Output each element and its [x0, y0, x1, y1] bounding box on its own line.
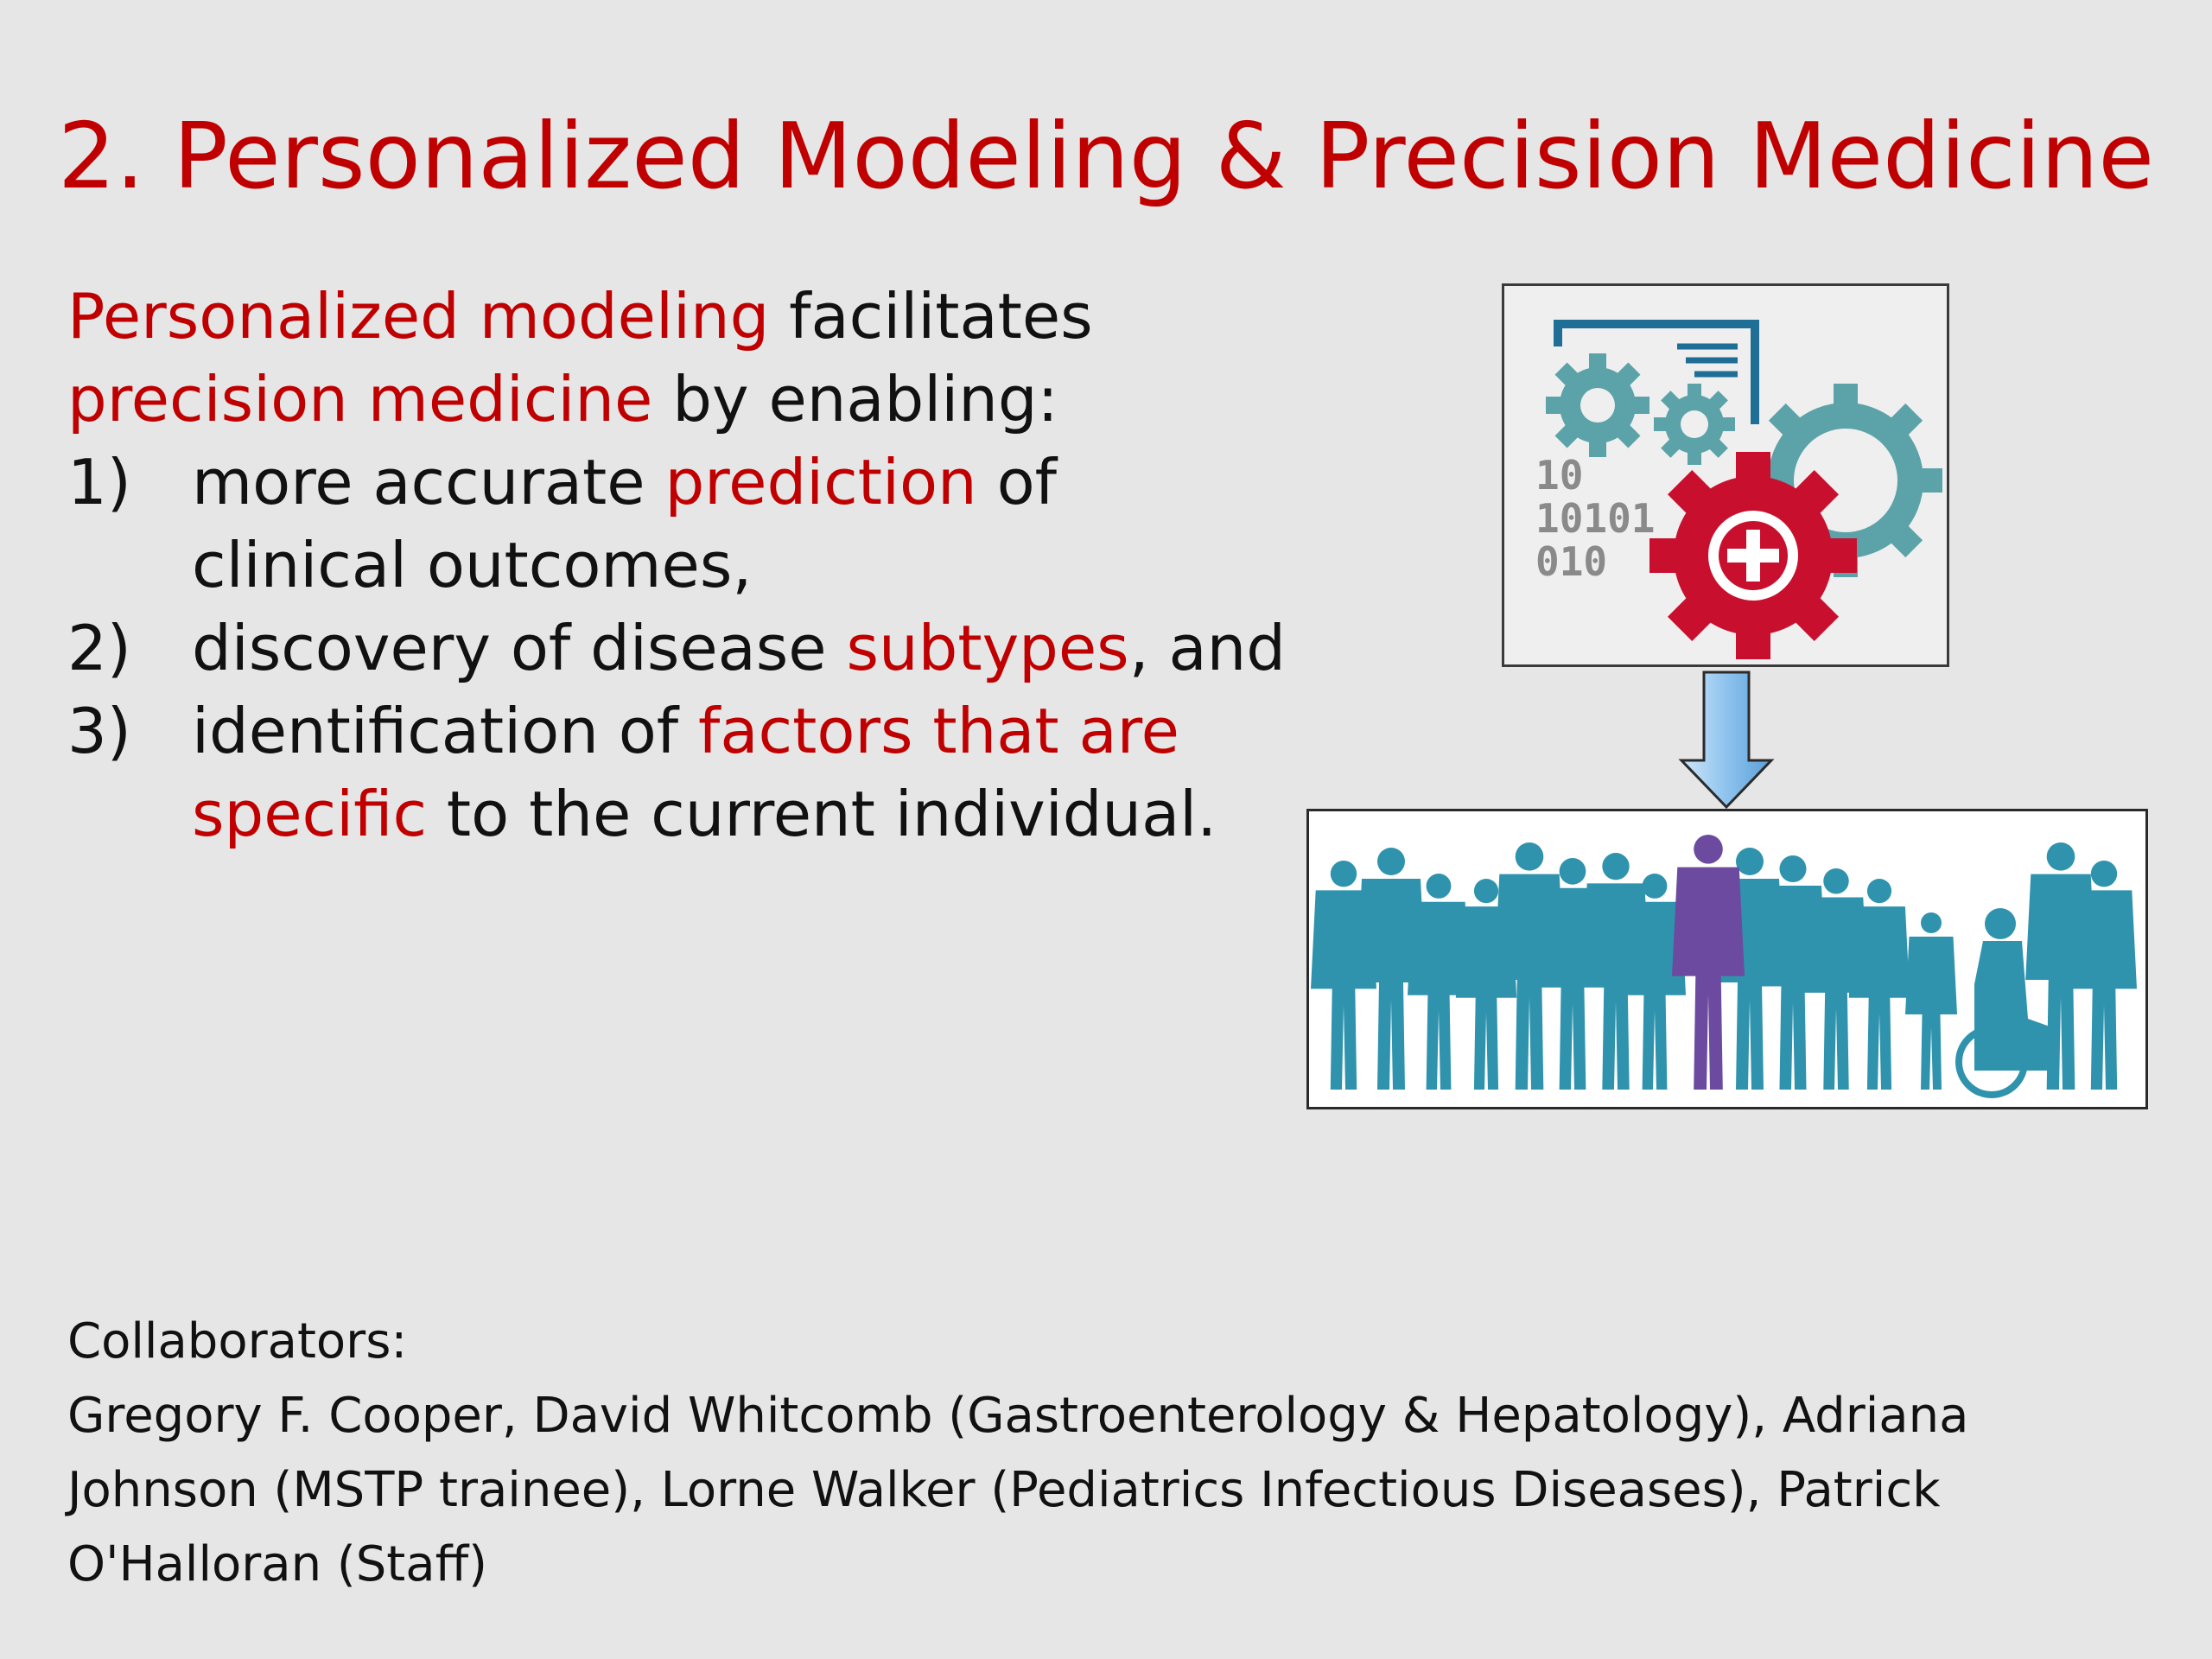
crowd-person: [1848, 879, 1910, 1090]
crowd-person: [1408, 874, 1470, 1090]
collaborators: Collaborators: Gregory F. Cooper, David …: [67, 1305, 2141, 1602]
crowd-person: [2071, 861, 2137, 1090]
wheelchair-person: [1955, 908, 2052, 1098]
crowd-person: [1357, 848, 1426, 1090]
list-item-2: 2) discovery of disease subtypes, and: [67, 607, 1312, 690]
list-highlight: prediction: [664, 446, 977, 518]
intro-highlight-2: precision medicine: [67, 363, 653, 435]
collaborators-label: Collaborators:: [67, 1313, 408, 1370]
list-text: to the current individual.: [427, 778, 1217, 850]
binary-line-1: 10: [1535, 452, 1583, 499]
down-arrow-icon: [1678, 671, 1775, 810]
collaborators-line-2: Johnson (MSTP trainee), Lorne Walker (Pe…: [67, 1462, 1941, 1518]
collaborators-line-1: Gregory F. Cooper, David Whitcomb (Gastr…: [67, 1388, 1969, 1444]
crowd-person: [1905, 912, 1957, 1090]
intro-text-2: by enabling:: [652, 363, 1058, 435]
intro-line-1: Personalized modeling facilitates: [67, 275, 1312, 358]
crowd-person: [1624, 874, 1686, 1090]
slide-title: 2. Personalized Modeling & Precision Med…: [57, 104, 2155, 209]
list-text: of: [976, 446, 1057, 518]
list-text: discovery of disease: [192, 612, 847, 684]
list-text-continued: clinical outcomes,: [192, 529, 753, 601]
list-text: , and: [1128, 612, 1286, 684]
list-highlight: subtypes: [846, 612, 1129, 684]
list-item-1: 1) more accurate prediction of clinical …: [67, 441, 1312, 607]
list-text: more accurate: [192, 446, 665, 518]
body-text: Personalized modeling facilitates precis…: [67, 275, 1312, 855]
list-highlight: factors that are: [698, 695, 1179, 767]
list-highlight: specific: [192, 778, 428, 850]
list-item-3: 3) identification of factors that are sp…: [67, 690, 1312, 855]
intro-line-2: precision medicine by enabling:: [67, 358, 1312, 441]
list-number: 2): [67, 612, 131, 684]
collaborators-line-3: O'Halloran (Staff): [67, 1536, 488, 1592]
highlighted-person: [1672, 835, 1745, 1090]
binary-line-2: 10101: [1535, 495, 1655, 542]
list-number: 3): [67, 695, 131, 767]
binary-line-3: 010: [1535, 538, 1607, 585]
list-text: identification of: [192, 695, 699, 767]
intro-text-1: facilitates: [769, 280, 1093, 353]
crowd-people-icon: [1306, 809, 2148, 1109]
gears-medical-icon: 10 10101 010: [1502, 283, 1949, 667]
list-number: 1): [67, 446, 131, 518]
intro-highlight-1: Personalized modeling: [67, 280, 770, 353]
